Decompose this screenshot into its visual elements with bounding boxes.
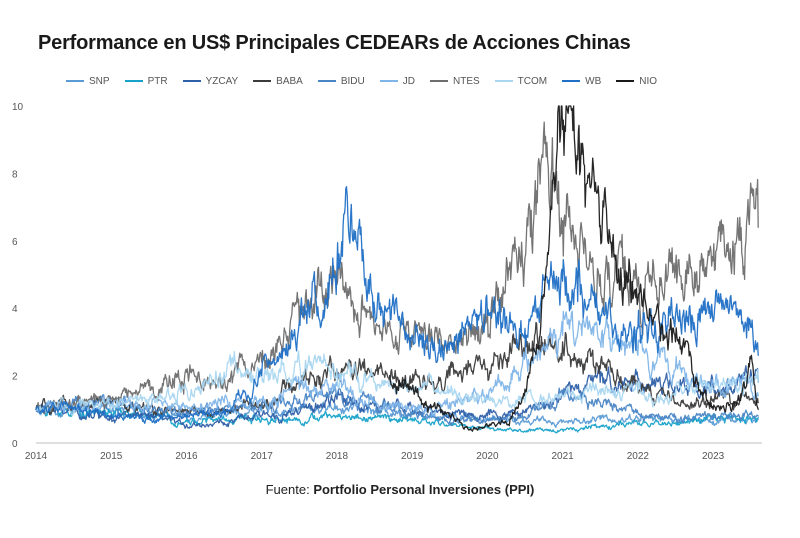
legend-item-wb: WB xyxy=(562,76,601,87)
source-name: Portfolio Personal Inversiones (PPI) xyxy=(313,482,535,497)
legend-label: TCOM xyxy=(517,75,548,87)
legend-label: NTES xyxy=(453,75,480,87)
x-tick-label-2020: 2020 xyxy=(476,451,499,462)
x-tick-label-2023: 2023 xyxy=(702,451,725,462)
x-tick-label-2022: 2022 xyxy=(627,451,650,462)
y-tick-label-4: 4 xyxy=(12,304,18,315)
x-tick-label-2021: 2021 xyxy=(552,451,575,462)
legend-item-jd: JD xyxy=(379,75,415,87)
legend-item-yzcay: YZCAY xyxy=(182,75,239,87)
series-line-ntes xyxy=(35,121,759,415)
legend-item-ntes: NTES xyxy=(430,76,480,87)
legend-item-ptr: PTR xyxy=(124,75,168,87)
legend-swatch xyxy=(562,80,581,82)
legend-swatch xyxy=(616,80,635,82)
legend-item-tcom: TCOM xyxy=(494,75,548,87)
series-line-nio xyxy=(388,105,759,432)
legend-swatch xyxy=(66,80,84,82)
legend-swatch xyxy=(379,80,398,82)
source-note: Fuente: Portfolio Personal Inversiones (… xyxy=(0,482,800,497)
chart-title: Performance en US$ Principales CEDEARs d… xyxy=(38,32,631,54)
x-tick-label-2018: 2018 xyxy=(326,451,349,462)
series-line-wb xyxy=(35,186,759,424)
x-tick-label-2016: 2016 xyxy=(175,451,198,462)
y-tick-label-8: 8 xyxy=(12,169,18,180)
legend-swatch xyxy=(430,80,448,82)
legend-label: BABA xyxy=(276,75,303,87)
legend-label: JD xyxy=(402,75,415,87)
x-tick-label-2014: 2014 xyxy=(25,451,48,462)
legend-item-bidu: BIDU xyxy=(317,75,365,87)
y-tick-label-0: 0 xyxy=(12,439,18,450)
legend-swatch xyxy=(124,80,143,82)
y-tick-label-2: 2 xyxy=(12,372,18,383)
legend-label: BIDU xyxy=(340,75,365,87)
legend-item-snp: SNP xyxy=(66,76,110,87)
y-tick-label-10: 10 xyxy=(12,102,24,113)
legend-label: PTR xyxy=(147,75,168,87)
chart-legend: SNP PTR YZCAY BABA BIDU JD NTES TCOM WB NIO xyxy=(66,74,672,88)
legend-swatch xyxy=(253,80,272,82)
legend-label: YZCAY xyxy=(205,75,239,87)
legend-swatch xyxy=(494,80,513,82)
legend-swatch xyxy=(182,80,201,82)
series-line-tcom xyxy=(35,350,759,417)
source-label: Fuente: xyxy=(265,482,314,497)
y-tick-label-6: 6 xyxy=(12,237,18,248)
legend-item-nio: NIO xyxy=(616,76,657,87)
legend-item-baba: BABA xyxy=(253,76,303,87)
x-tick-label-2017: 2017 xyxy=(251,451,274,462)
legend-label: SNP xyxy=(89,75,110,87)
legend-swatch xyxy=(317,80,336,82)
legend-label: WB xyxy=(585,75,602,87)
legend-label: NIO xyxy=(639,75,658,87)
x-tick-label-2019: 2019 xyxy=(401,451,424,462)
series-line-ptr xyxy=(35,403,759,434)
x-tick-label-2015: 2015 xyxy=(100,451,123,462)
